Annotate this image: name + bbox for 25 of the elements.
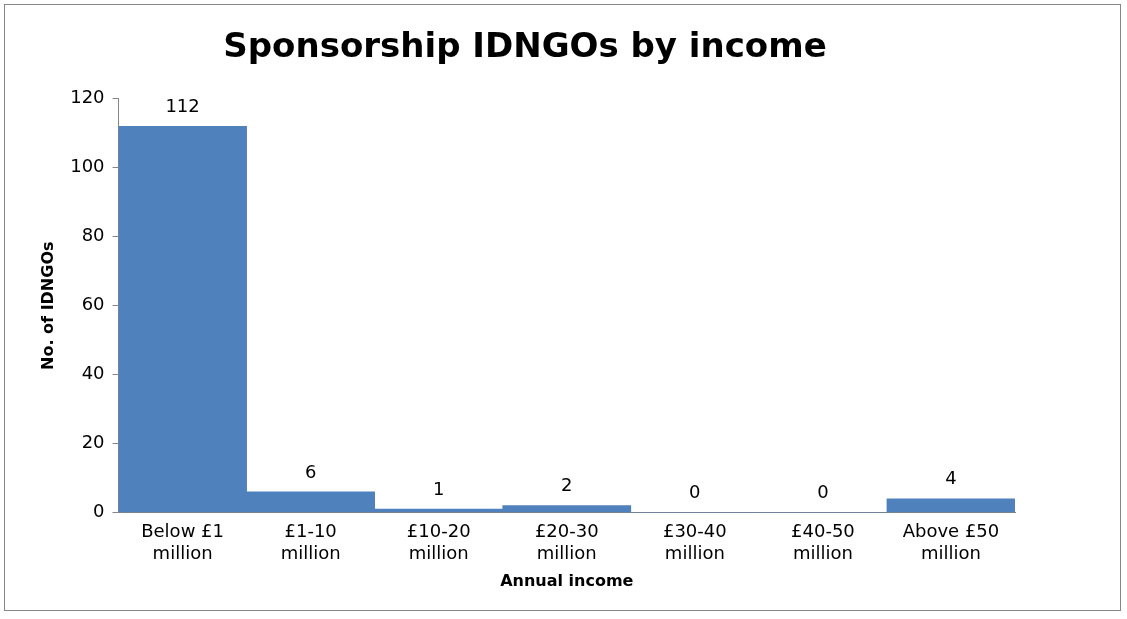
chart-title: Sponsorship IDNGOs by income (223, 25, 827, 66)
data-label: 6 (304, 460, 317, 482)
x-tick-label: £1-10 million (280, 520, 341, 563)
x-tick-label: Above £50 million (902, 520, 1000, 563)
bar (886, 498, 1015, 513)
y-tick-label: 0 (93, 500, 105, 522)
y-tick-label: 100 (70, 155, 105, 177)
data-label: 2 (561, 474, 573, 496)
data-label: 112 (165, 95, 200, 117)
x-tick-label: £10-20 million (406, 520, 471, 563)
data-label: 0 (817, 481, 829, 503)
y-tick-label: 80 (81, 224, 105, 246)
x-tick-label: £40-50 million (791, 520, 855, 563)
data-label: 1 (432, 477, 445, 499)
y-tick-label: 20 (81, 431, 105, 453)
y-tick-label: 40 (81, 362, 105, 384)
y-tick-label: 60 (81, 293, 105, 315)
y-tick-label: 120 (70, 86, 105, 108)
y-axis-title: No. of IDNGOs (37, 241, 57, 370)
x-axis-title: Annual income (500, 570, 634, 590)
x-tick-label: £20-30 million (534, 520, 599, 563)
x-tick-label: Below £1 million (141, 520, 224, 563)
data-label: 0 (689, 481, 701, 503)
data-label: 4 (945, 467, 957, 489)
x-tick-label: £30-40 million (662, 520, 727, 563)
